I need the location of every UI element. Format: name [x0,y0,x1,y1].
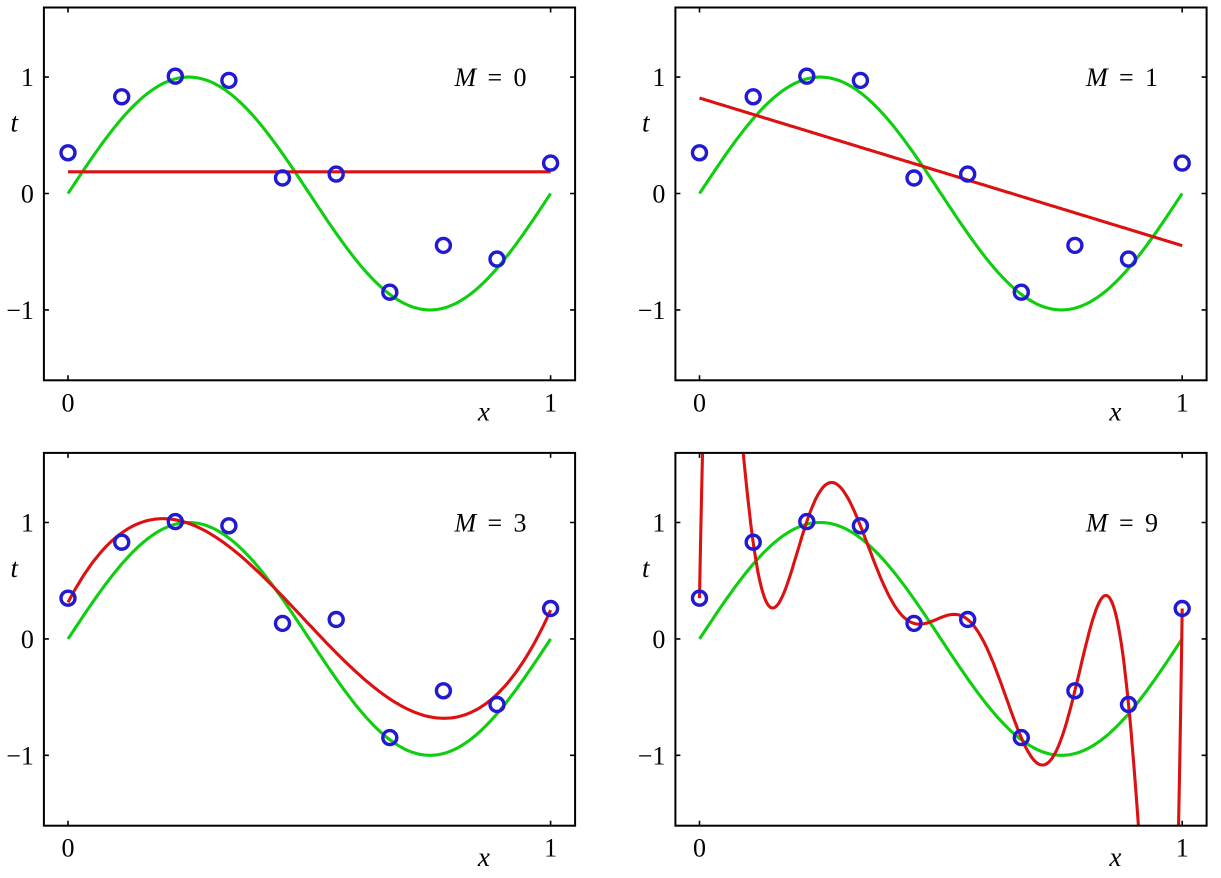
svg-text:M = 9: M = 9 [1085,508,1158,537]
svg-text:1: 1 [1176,834,1189,863]
svg-text:−1: −1 [638,741,666,770]
svg-text:−1: −1 [638,296,666,325]
svg-text:1: 1 [544,834,557,863]
svg-text:0: 0 [21,625,34,654]
svg-text:0: 0 [652,180,665,209]
svg-text:1: 1 [544,388,557,417]
svg-text:M = 1: M = 1 [1085,63,1158,92]
svg-text:t: t [11,553,20,583]
svg-text:x: x [477,397,490,427]
svg-text:−1: −1 [6,296,34,325]
svg-text:t: t [642,553,651,583]
svg-text:x: x [477,842,490,872]
svg-text:0: 0 [62,388,75,417]
svg-text:1: 1 [21,63,34,92]
svg-text:x: x [1108,397,1121,427]
svg-text:0: 0 [21,180,34,209]
svg-text:1: 1 [1176,388,1189,417]
svg-text:0: 0 [693,388,706,417]
svg-text:0: 0 [62,834,75,863]
svg-text:1: 1 [652,509,665,538]
svg-text:0: 0 [652,625,665,654]
svg-text:1: 1 [652,63,665,92]
svg-text:1: 1 [21,509,34,538]
svg-text:t: t [11,108,20,138]
svg-text:M = 3: M = 3 [454,508,527,537]
svg-text:t: t [642,108,651,138]
svg-text:−1: −1 [6,741,34,770]
svg-text:0: 0 [693,834,706,863]
svg-text:x: x [1108,842,1121,872]
svg-text:M = 0: M = 0 [454,63,527,92]
